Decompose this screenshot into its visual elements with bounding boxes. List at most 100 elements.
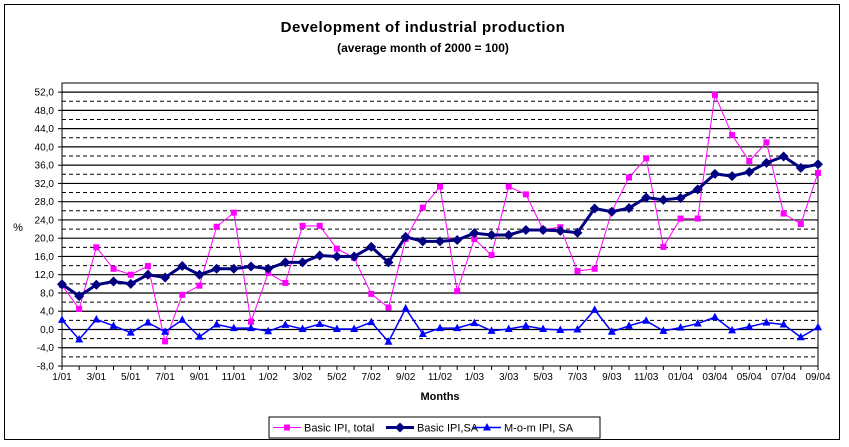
x-tick-label: 3/02 bbox=[293, 372, 313, 383]
data-point bbox=[212, 319, 221, 328]
data-point bbox=[76, 305, 83, 312]
x-tick-label: 11/02 bbox=[428, 372, 453, 383]
data-point bbox=[744, 167, 755, 178]
data-point bbox=[331, 251, 342, 262]
x-tick-label: 11/01 bbox=[222, 372, 247, 383]
data-point bbox=[246, 261, 256, 272]
data-point bbox=[401, 303, 410, 312]
chart-title: Development of industrial production bbox=[281, 19, 566, 36]
x-tick-label: 9/03 bbox=[602, 372, 622, 383]
data-point bbox=[57, 279, 67, 290]
data-point bbox=[520, 224, 531, 235]
data-point bbox=[367, 317, 376, 326]
data-point bbox=[229, 323, 238, 332]
data-point bbox=[469, 228, 480, 239]
data-point bbox=[796, 332, 805, 341]
x-axis-label: Months bbox=[420, 391, 459, 403]
data-point bbox=[196, 282, 203, 289]
data-point bbox=[109, 321, 118, 329]
data-point bbox=[711, 91, 718, 98]
legend-marker bbox=[395, 422, 405, 433]
data-point bbox=[470, 318, 479, 327]
legend-label: Basic IPI, total bbox=[304, 423, 374, 435]
legend-box bbox=[268, 416, 601, 439]
data-point bbox=[555, 225, 566, 236]
y-tick-label: 40,0 bbox=[35, 142, 55, 153]
data-point bbox=[797, 221, 804, 228]
x-tick-label: 9/02 bbox=[396, 372, 416, 383]
data-point bbox=[417, 236, 428, 247]
data-point bbox=[677, 215, 684, 222]
y-tick-label: 32,0 bbox=[35, 179, 55, 190]
chart-frame bbox=[4, 4, 840, 440]
data-point bbox=[211, 263, 222, 274]
x-tick-label: 7/01 bbox=[155, 372, 175, 383]
data-point bbox=[282, 279, 289, 286]
y-tick-label: 28,0 bbox=[35, 197, 55, 208]
data-point bbox=[660, 243, 667, 250]
data-point bbox=[314, 250, 325, 261]
series-diamond bbox=[57, 151, 823, 302]
data-point bbox=[693, 319, 702, 327]
x-tick-label: 07/04 bbox=[771, 372, 796, 383]
data-point bbox=[161, 327, 170, 335]
data-point bbox=[624, 203, 634, 214]
data-point bbox=[626, 174, 632, 181]
data-point bbox=[264, 326, 273, 335]
y-tick-label: 48,0 bbox=[35, 106, 55, 117]
x-tick-label: 5/01 bbox=[121, 372, 141, 383]
data-point bbox=[676, 323, 685, 331]
y-tick-label: 12,0 bbox=[35, 270, 55, 281]
x-tick-label: 7/02 bbox=[362, 372, 382, 383]
data-point bbox=[762, 318, 771, 326]
data-point bbox=[522, 191, 529, 198]
plot-area bbox=[61, 82, 819, 367]
data-point bbox=[486, 229, 497, 240]
x-tick-label: 1/03 bbox=[465, 372, 485, 383]
data-point bbox=[675, 193, 686, 204]
x-tick-label: 11/03 bbox=[634, 372, 659, 383]
data-point bbox=[504, 324, 513, 333]
data-point bbox=[142, 269, 153, 280]
y-axis-label: % bbox=[13, 222, 23, 234]
x-tick-label: 09/04 bbox=[805, 372, 830, 383]
data-point bbox=[710, 312, 719, 321]
y-tick-label: 0,0 bbox=[40, 325, 54, 336]
data-point bbox=[263, 263, 274, 274]
x-tick-label: 1/02 bbox=[258, 372, 278, 383]
data-point bbox=[75, 335, 84, 343]
data-point bbox=[400, 231, 411, 242]
data-point bbox=[297, 257, 308, 268]
data-point bbox=[727, 171, 738, 182]
data-point bbox=[350, 324, 359, 333]
data-point bbox=[779, 319, 788, 328]
y-tick-label: 8,0 bbox=[40, 288, 54, 299]
data-point bbox=[280, 257, 291, 268]
data-point bbox=[658, 194, 669, 205]
x-tick-label: 05/04 bbox=[737, 372, 762, 383]
data-point bbox=[452, 235, 463, 246]
data-point bbox=[590, 305, 599, 313]
x-tick-label: 3/01 bbox=[87, 372, 107, 383]
data-point bbox=[213, 223, 220, 230]
data-point bbox=[144, 263, 151, 270]
data-point bbox=[299, 222, 306, 229]
y-tick-label: 4,0 bbox=[40, 307, 54, 318]
data-point bbox=[746, 158, 753, 165]
y-tick-label: -4,0 bbox=[37, 343, 55, 354]
data-point bbox=[538, 224, 549, 235]
data-point bbox=[521, 321, 530, 329]
data-point bbox=[778, 151, 789, 162]
data-point bbox=[332, 324, 341, 333]
data-point bbox=[709, 168, 720, 179]
data-point bbox=[814, 322, 822, 331]
data-point bbox=[436, 323, 444, 332]
data-point bbox=[315, 319, 324, 328]
legend-label: M-o-m IPI, SA bbox=[504, 423, 574, 435]
data-point bbox=[383, 257, 394, 268]
data-point bbox=[815, 169, 821, 176]
data-point bbox=[419, 204, 426, 211]
data-point bbox=[93, 244, 100, 251]
data-point bbox=[127, 271, 134, 278]
